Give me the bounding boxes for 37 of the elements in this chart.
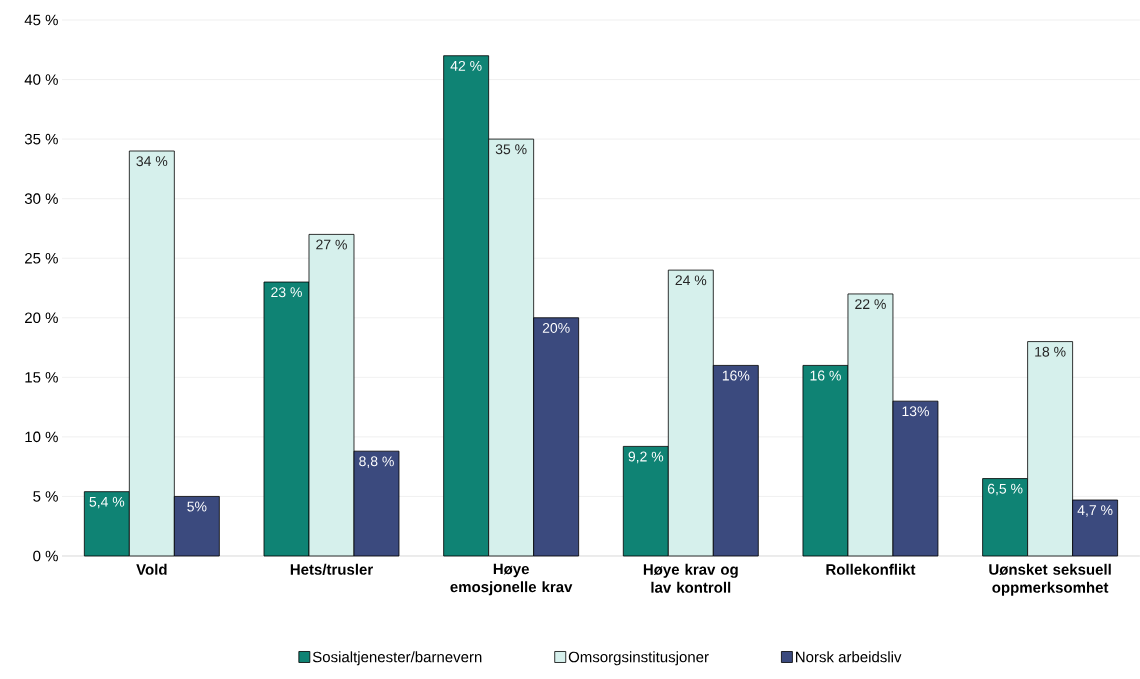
data-label: 24 % xyxy=(675,275,707,286)
data-label: 4,7 % xyxy=(1077,505,1113,517)
data-label: 34 % xyxy=(136,156,168,167)
data-label: 27 % xyxy=(316,239,347,250)
data-label: 16% xyxy=(722,370,750,381)
data-label: 22 % xyxy=(855,299,886,309)
legend-label: Sosialtjenester/barnevern xyxy=(312,651,482,666)
data-label: 42 % xyxy=(450,60,482,71)
y-tick-label: 0 % xyxy=(33,550,58,562)
y-tick-label: 10 % xyxy=(25,431,58,443)
data-label: 20% xyxy=(542,322,570,333)
y-tick-label: 40 % xyxy=(24,74,58,85)
data-label: 23 % xyxy=(271,287,302,298)
y-tick-label: 35 % xyxy=(24,133,58,145)
legend-label: Omsorgsinstitusjoner xyxy=(568,651,709,666)
data-label: 18 % xyxy=(1035,346,1066,357)
data-label: 13% xyxy=(902,406,929,417)
x-tick-label: Vold xyxy=(136,563,167,575)
x-tick-label: Uønsket seksuell oppmerksomhet xyxy=(989,563,1111,596)
x-tick-label: Rollekonflikt xyxy=(826,563,916,575)
x-tick-label: Høye krav og lav kontroll xyxy=(643,563,738,593)
data-label: 6,5 % xyxy=(987,483,1023,496)
y-tick-label: 20 % xyxy=(25,312,58,324)
data-label: 8,8 % xyxy=(359,456,394,468)
data-label: 5% xyxy=(187,501,207,512)
y-tick-label: 45 % xyxy=(24,14,58,26)
data-label: 16 % xyxy=(810,370,841,381)
y-tick-label: 25 % xyxy=(25,252,58,264)
data-label: 5,4 % xyxy=(89,496,125,509)
x-tick-label: Høye emosjonelle krav xyxy=(450,563,573,596)
data-label: 9,2 % xyxy=(628,451,664,464)
legend-label: Norsk arbeidsliv xyxy=(796,651,902,663)
x-tick-label: Hets/trusler xyxy=(290,563,373,575)
data-label: 35 % xyxy=(495,144,527,155)
y-tick-label: 15 % xyxy=(25,372,58,383)
y-tick-label: 30 % xyxy=(24,193,58,204)
y-tick-label: 5 % xyxy=(33,491,58,502)
